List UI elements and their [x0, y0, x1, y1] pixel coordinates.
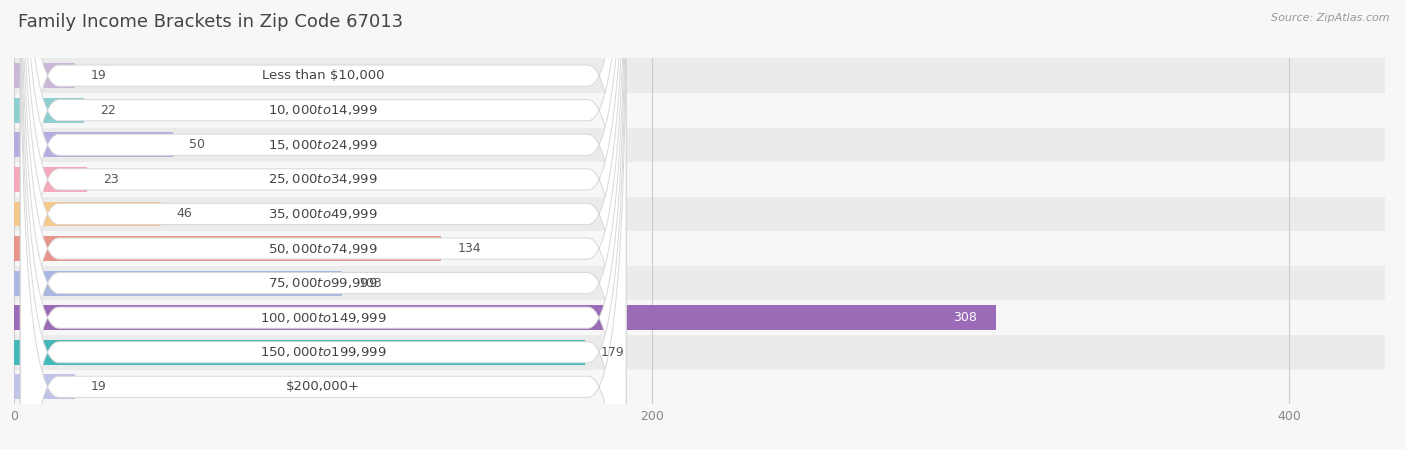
Bar — [14, 58, 1385, 93]
Text: Source: ZipAtlas.com: Source: ZipAtlas.com — [1271, 13, 1389, 23]
Bar — [14, 231, 1385, 266]
FancyBboxPatch shape — [21, 0, 626, 449]
Bar — [14, 98, 84, 123]
Bar — [14, 63, 75, 88]
Text: Less than $10,000: Less than $10,000 — [262, 69, 385, 82]
FancyBboxPatch shape — [21, 0, 626, 449]
Text: $10,000 to $14,999: $10,000 to $14,999 — [269, 103, 378, 117]
Bar — [14, 93, 1385, 128]
Text: 23: 23 — [103, 173, 120, 186]
FancyBboxPatch shape — [21, 0, 626, 449]
Text: 50: 50 — [190, 138, 205, 151]
Text: 19: 19 — [90, 380, 107, 393]
Text: 179: 179 — [600, 346, 624, 359]
Bar — [14, 300, 1385, 335]
Bar — [14, 202, 160, 226]
FancyBboxPatch shape — [21, 0, 626, 449]
Text: $25,000 to $34,999: $25,000 to $34,999 — [269, 172, 378, 186]
Text: 19: 19 — [90, 69, 107, 82]
Bar — [14, 162, 1385, 197]
Bar — [14, 197, 1385, 231]
Bar — [14, 132, 173, 157]
Text: Family Income Brackets in Zip Code 67013: Family Income Brackets in Zip Code 67013 — [18, 13, 404, 31]
Bar — [14, 340, 585, 365]
Text: 46: 46 — [177, 207, 193, 220]
Bar — [14, 370, 1385, 404]
Bar — [14, 167, 87, 192]
Bar — [14, 305, 995, 330]
FancyBboxPatch shape — [21, 0, 626, 449]
Text: 22: 22 — [100, 104, 115, 117]
Bar — [14, 266, 1385, 300]
Text: $200,000+: $200,000+ — [287, 380, 360, 393]
FancyBboxPatch shape — [21, 0, 626, 449]
Text: $75,000 to $99,999: $75,000 to $99,999 — [269, 276, 378, 290]
Text: 134: 134 — [457, 242, 481, 255]
Bar — [14, 374, 75, 399]
Text: $100,000 to $149,999: $100,000 to $149,999 — [260, 311, 387, 325]
Text: 103: 103 — [359, 277, 382, 290]
FancyBboxPatch shape — [21, 0, 626, 449]
FancyBboxPatch shape — [21, 0, 626, 449]
Text: 308: 308 — [953, 311, 977, 324]
Text: $50,000 to $74,999: $50,000 to $74,999 — [269, 242, 378, 255]
Text: $35,000 to $49,999: $35,000 to $49,999 — [269, 207, 378, 221]
Bar — [14, 335, 1385, 370]
Text: $15,000 to $24,999: $15,000 to $24,999 — [269, 138, 378, 152]
Bar — [14, 128, 1385, 162]
Bar — [14, 271, 343, 295]
FancyBboxPatch shape — [21, 0, 626, 449]
Bar — [14, 236, 441, 261]
Text: $150,000 to $199,999: $150,000 to $199,999 — [260, 345, 387, 359]
FancyBboxPatch shape — [21, 0, 626, 449]
